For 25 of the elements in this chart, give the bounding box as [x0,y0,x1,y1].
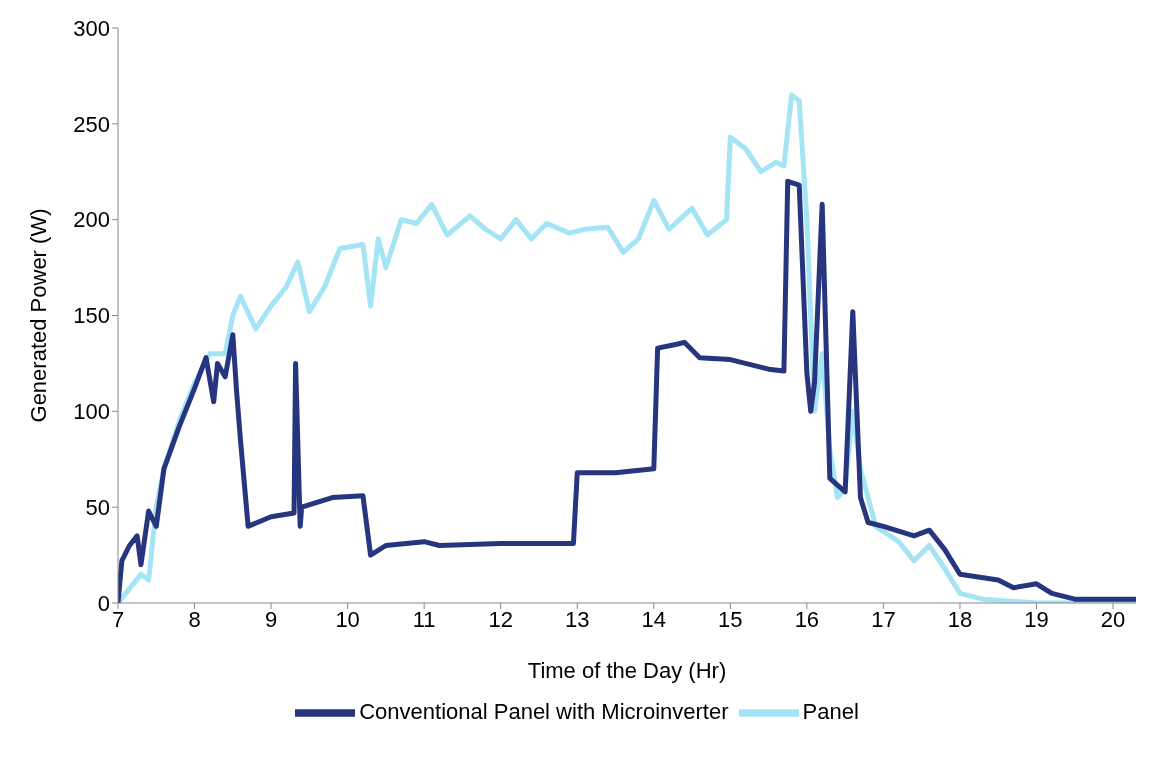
x-axis-title: Time of the Day (Hr) [527,658,727,683]
x-tick-label: 17 [871,606,896,632]
x-tick-label: 9 [264,606,278,632]
y-tick-label: 150 [73,303,110,329]
y-tick-label: 100 [73,399,110,425]
x-tick-label: 14 [641,606,667,632]
legend-label: Conventional Panel with Microinverter [359,698,729,724]
x-tick-label: 18 [947,606,973,632]
x-tick-label: 7 [111,606,125,632]
y-tick-label: 300 [73,15,110,41]
y-tick-label: 50 [85,494,110,520]
x-tick-label: 12 [488,606,513,632]
x-tick-label: 16 [794,606,820,632]
y-tick-label: 250 [73,111,110,137]
y-tick-label: 0 [97,590,110,616]
x-tick-label: 19 [1024,606,1049,632]
x-tick-label: 11 [412,606,436,632]
legend-label: Panel [802,698,859,724]
x-tick-label: 15 [718,606,743,632]
x-tick-label: 20 [1100,606,1126,632]
x-tick-label: 8 [188,606,201,632]
x-tick-label: 10 [335,606,360,632]
y-tick-label: 200 [73,207,110,233]
x-tick-label: 13 [565,606,590,632]
y-axis-title: Generated Power (W) [25,208,51,423]
